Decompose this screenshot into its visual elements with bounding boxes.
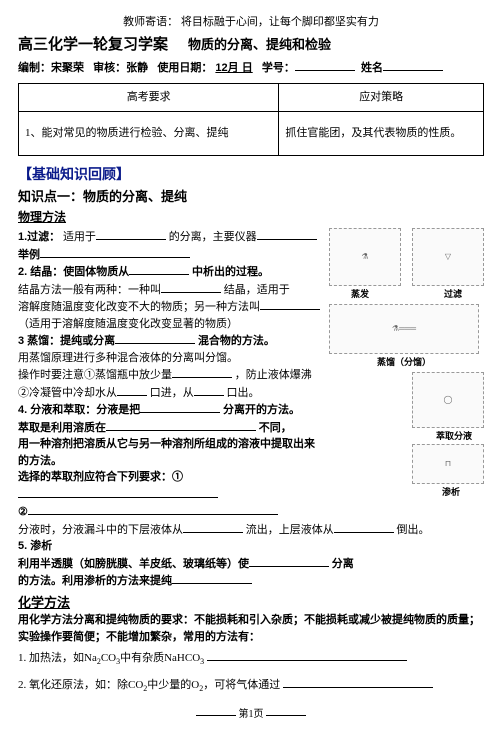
meta-id-label: 学号： <box>262 62 295 74</box>
item3-text1: 3 蒸馏：提纯或分离 <box>18 335 115 347</box>
item2-text3: 结晶方法一般有两种：一种叫 <box>18 284 161 296</box>
fig-evaporate-label: 蒸发 <box>351 288 369 302</box>
fig-distill-label: 蒸馏（分馏） <box>377 356 431 370</box>
chem-intro: 用化学方法分离和提纯物质的要求：不能损耗和引入杂质；不能损耗或减少被提纯物质的质… <box>18 612 484 645</box>
blank3-4[interactable] <box>194 384 224 396</box>
item3-text5: ，防止液体爆沸 <box>235 369 312 381</box>
blank4-4[interactable] <box>28 503 278 515</box>
chem1b: CO <box>101 652 116 664</box>
section-basics: 【基础知识回顾】 <box>18 164 484 185</box>
fig-filter-label: 过滤 <box>444 288 462 302</box>
item4-text1: 4. 分液和萃取：分液是把 <box>18 404 140 416</box>
th-strategy: 应对策略 <box>279 83 484 111</box>
blank-chem2[interactable] <box>283 676 433 688</box>
item5-text4: 的方法。利用渗析的方法来提纯 <box>18 575 172 587</box>
blank4-3[interactable] <box>18 486 218 498</box>
item2-text1: 2. 结晶：使固体物质从 <box>18 266 129 278</box>
page-number: 第1页 <box>239 709 264 720</box>
chemical-method-title: 化学方法 <box>18 593 484 613</box>
item3-text2: 混合物的方法。 <box>198 335 275 347</box>
item3-text4: 操作时要注意①蒸馏瓶中放少量 <box>18 369 172 381</box>
point-one-title: 知识点一：物质的分离、提纯 <box>18 187 484 207</box>
item4-text9: 流出，上层液体从 <box>246 524 334 536</box>
chem1c: 中有杂质NaHCO <box>120 652 200 664</box>
blank1-3[interactable] <box>40 246 190 258</box>
blank-id[interactable] <box>295 59 355 71</box>
item2-text2: 中析出的过程。 <box>192 266 269 278</box>
fig-distill: ⚗═══ <box>329 304 479 354</box>
blank5-2[interactable] <box>172 572 252 584</box>
physical-method-title: 物理方法 <box>18 208 484 226</box>
item4-text6: 选择的萃取剂应符合下列要求：① <box>18 471 183 483</box>
item4-text3: 萃取是利用溶质在 <box>18 422 106 434</box>
td-strategy: 抓住官能团，及其代表物质的性质。 <box>279 111 484 155</box>
item3-text7: 口进，从 <box>150 387 194 399</box>
item4-text2: 分离开的方法。 <box>223 404 300 416</box>
requirements-table: 高考要求 应对策略 1、能对常见的物质进行检验、分离、提纯 抓住官能团，及其代表… <box>18 83 484 156</box>
fig-extract-label: 萃取分液 <box>436 430 472 444</box>
item3-text3: 用蒸馏原理进行多种混合液体的分离叫分馏。 <box>18 352 238 364</box>
item4-text5: 用一种溶剂把溶质从它与另一种溶剂所组成的溶液中提取出来的方法。 <box>18 438 315 467</box>
blank2-1[interactable] <box>129 263 189 275</box>
page-footer: 第1页 <box>18 707 484 722</box>
fig-dialysis-label: 渗析 <box>442 486 460 500</box>
fig-dialysis: ⊓ <box>412 444 484 484</box>
item2-text4: 结晶，适用于 <box>224 284 290 296</box>
chem2c: ，可将气体通过 <box>203 679 280 691</box>
blank2-2[interactable] <box>161 281 221 293</box>
meta-date-label: 使用日期： <box>157 62 212 74</box>
item1-label: 1.过滤： <box>18 231 60 243</box>
chem2a: 2. 氧化还原法，如：除CO <box>18 679 143 691</box>
th-requirement: 高考要求 <box>19 83 279 111</box>
item4-text8: 分液时，分液漏斗中的下层液体从 <box>18 524 183 536</box>
item5-text1: 5. 渗析 <box>18 540 52 552</box>
item5-text2: 利用半透膜（如膀胱膜、羊皮纸、玻璃纸等）使 <box>18 558 249 570</box>
blank4-2[interactable] <box>106 419 256 431</box>
meta-author: 编制：宋聚荣 <box>18 62 84 74</box>
blank4-5[interactable] <box>183 521 243 533</box>
item4-text7: ② <box>18 506 28 518</box>
blank5-1[interactable] <box>249 555 329 567</box>
item3-text8: 口出。 <box>227 387 260 399</box>
blank3-3[interactable] <box>117 384 147 396</box>
chem1a: 1. 加热法，如Na <box>18 652 97 664</box>
motto-prefix: 教师寄语： <box>123 16 178 28</box>
fig-evaporate: ⚗ <box>329 228 401 286</box>
item5-text3: 分离 <box>332 558 354 570</box>
item4-text10: 倒出。 <box>397 524 430 536</box>
chem2b: 中少量的O <box>147 679 199 691</box>
item2-text6: （适用于溶解度随温度变化改变显著的物质） <box>18 318 238 330</box>
blank-chem1[interactable] <box>207 649 407 661</box>
motto-text: 将目标融于心间，让每个脚印都坚实有力 <box>181 16 379 28</box>
fig-filter: ▽ <box>412 228 484 286</box>
meta-line: 编制：宋聚荣 审核：张静 使用日期： 12月 日 学号： 姓名 <box>18 59 484 77</box>
item1-text2: 的分离，主要仪器 <box>169 231 257 243</box>
title-main: 高三化学一轮复习学案 <box>18 34 168 57</box>
blank3-2[interactable] <box>172 366 232 378</box>
blank3-1[interactable] <box>115 332 195 344</box>
blank1-1[interactable] <box>96 228 166 240</box>
title-line: 高三化学一轮复习学案 物质的分离、提纯和检验 <box>18 34 484 57</box>
meta-reviewer: 审核：张静 <box>93 62 148 74</box>
item2-text5: 溶解度随温度变化改变不大的物质；另一种方法叫 <box>18 301 260 313</box>
blank4-6[interactable] <box>334 521 394 533</box>
item3-text6: ②冷凝管中冷却水从 <box>18 387 117 399</box>
meta-date-value: 12月 日 <box>215 62 252 74</box>
meta-name-label: 姓名 <box>361 62 383 74</box>
blank1-2[interactable] <box>257 228 317 240</box>
blank-name[interactable] <box>383 59 443 71</box>
blank2-3[interactable] <box>260 298 320 310</box>
fig-extract: ◯ <box>412 372 484 428</box>
blank4-1[interactable] <box>140 401 220 413</box>
item4-text4: 不同， <box>259 422 292 434</box>
item1-text1: 适用于 <box>63 231 96 243</box>
item1-example: 举例 <box>18 249 40 261</box>
td-requirement: 1、能对常见的物质进行检验、分离、提纯 <box>19 111 279 155</box>
figure-panel: ⚗ 蒸发 ▽ 过滤 ⚗═══ 蒸馏（分馏） ◯ 萃取分液 ⊓ 渗析 <box>329 228 484 488</box>
title-sub: 物质的分离、提纯和检验 <box>188 35 331 55</box>
